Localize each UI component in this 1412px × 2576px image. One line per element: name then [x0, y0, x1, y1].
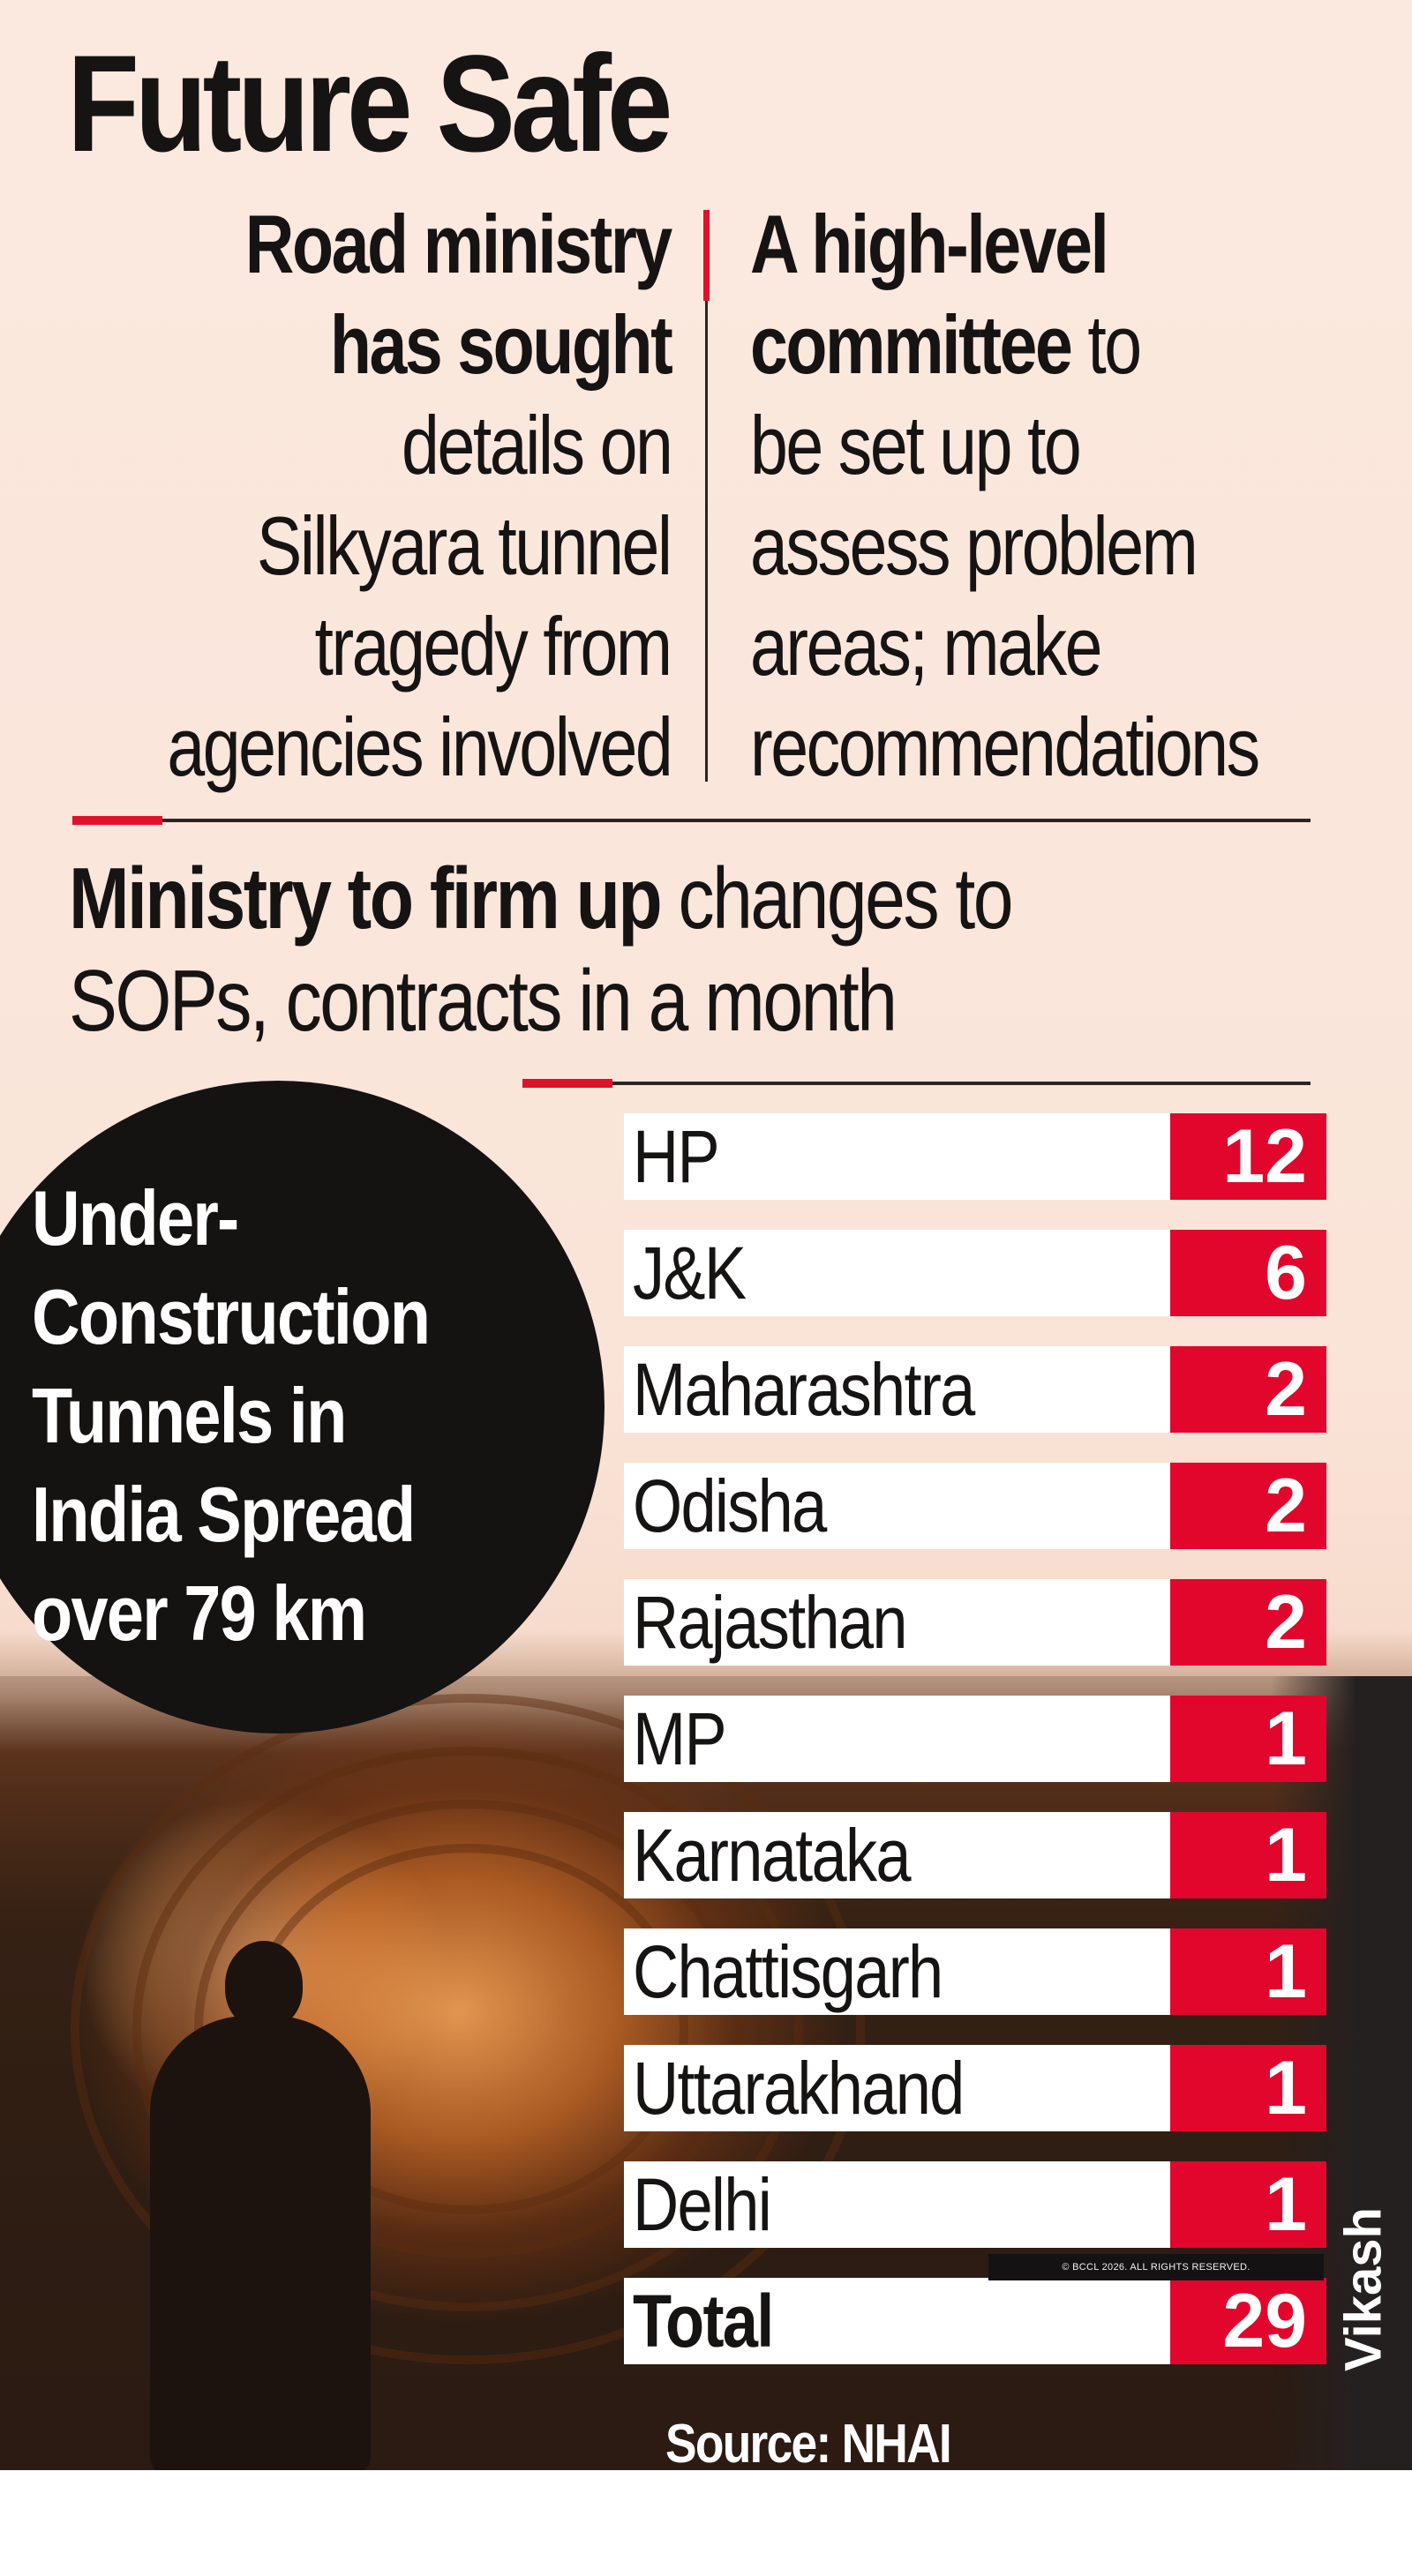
section-rule-accent	[72, 816, 162, 825]
circle-line: Construction	[32, 1273, 431, 1360]
tunnel-count: 12	[1170, 1113, 1326, 1200]
section-rule	[72, 819, 1311, 822]
tunnel-ring	[71, 1694, 865, 2364]
headline-title: Future Safe	[67, 27, 672, 181]
tunnel-count: 6	[1170, 1230, 1326, 1316]
right-line: areas; make	[750, 600, 1103, 693]
table-row: Maharashtra 2	[624, 1346, 1326, 1433]
tunnel-count: 2	[1170, 1346, 1326, 1433]
tunnel-count: 1	[1170, 1928, 1326, 2015]
state-name: Maharashtra	[633, 1348, 975, 1431]
state-name: Delhi	[633, 2163, 772, 2246]
copyright-notice: © BCCL 2026. ALL RIGHTS RESERVED.	[988, 2254, 1324, 2280]
tunnel-count: 2	[1170, 1579, 1326, 1666]
table-row: MP 1	[624, 1696, 1326, 1782]
total-label: Total	[633, 2280, 774, 2363]
tunnel-count: 2	[1170, 1463, 1326, 1549]
table-row: Uttarakhand 1	[624, 2045, 1326, 2131]
table-total-row: Total 29	[624, 2278, 1326, 2364]
column-divider-accent	[703, 210, 710, 301]
tunnel-count: 1	[1170, 2161, 1326, 2248]
summary-line: Ministry to firm up changes to	[69, 850, 1014, 947]
left-line: details on	[401, 399, 673, 491]
source-credit: Source: NHAI	[665, 2414, 952, 2470]
right-line: A high-level	[750, 198, 1109, 290]
right-line: be set up to	[750, 399, 1082, 491]
left-line: tragedy from	[314, 600, 673, 693]
left-column-text: Road ministry has sought details on Silk…	[35, 194, 673, 798]
tunnel-count: 1	[1170, 1812, 1326, 1898]
state-name: Uttarakhand	[633, 2047, 965, 2130]
circle-caption: Under- Construction Tunnels in India Spr…	[32, 1169, 597, 1663]
left-line: Road ministry	[245, 198, 672, 290]
worker-silhouette-head	[225, 1941, 303, 2029]
state-name: Odisha	[633, 1464, 827, 1547]
table-rule	[522, 1082, 1311, 1085]
right-column-text: A high-level committee to be set up to a…	[750, 194, 1403, 798]
highlight-circle	[0, 1081, 605, 1734]
infographic-canvas: Future Safe Road ministry has sought det…	[0, 0, 1412, 2470]
tunnel-count: 1	[1170, 1696, 1326, 1782]
table-row: Odisha 2	[624, 1463, 1326, 1549]
tunnel-ring	[132, 1747, 803, 2311]
table-rule-accent	[522, 1079, 612, 1088]
summary-text: Ministry to firm up changes to SOPs, con…	[69, 847, 1375, 1052]
state-name: Chattisgarh	[633, 1930, 943, 2013]
right-line: recommendations	[750, 700, 1260, 793]
artist-byline: Vikash	[1334, 2207, 1393, 2371]
state-name: MP	[633, 1697, 727, 1780]
right-line: committee to	[750, 298, 1142, 391]
circle-line: Tunnels in	[32, 1372, 347, 1459]
table-row: J&K 6	[624, 1230, 1326, 1316]
table-row: Delhi 1	[624, 2161, 1326, 2248]
circle-line: over 79 km	[32, 1569, 367, 1657]
table-row: HP 12	[624, 1113, 1326, 1200]
circle-line: India Spread	[32, 1471, 416, 1558]
left-line: Silkyara tunnel	[257, 499, 672, 592]
worker-silhouette-body	[150, 2016, 371, 2470]
tunnel-count: 1	[1170, 2045, 1326, 2131]
circle-line: Under-	[32, 1174, 239, 1262]
state-name: J&K	[633, 1232, 747, 1314]
table-row: Rajasthan 2	[624, 1579, 1326, 1666]
state-name: Rajasthan	[633, 1581, 908, 1664]
table-row: Chattisgarh 1	[624, 1928, 1326, 2015]
state-name: HP	[633, 1115, 720, 1198]
right-line: assess problem	[750, 499, 1198, 592]
summary-line: SOPs, contracts in a month	[69, 952, 898, 1049]
state-name: Karnataka	[633, 1814, 912, 1897]
left-line: has sought	[329, 298, 672, 391]
table-row: Karnataka 1	[624, 1812, 1326, 1898]
left-line: agencies involved	[167, 700, 672, 793]
total-count: 29	[1170, 2278, 1326, 2364]
column-divider	[705, 301, 708, 782]
